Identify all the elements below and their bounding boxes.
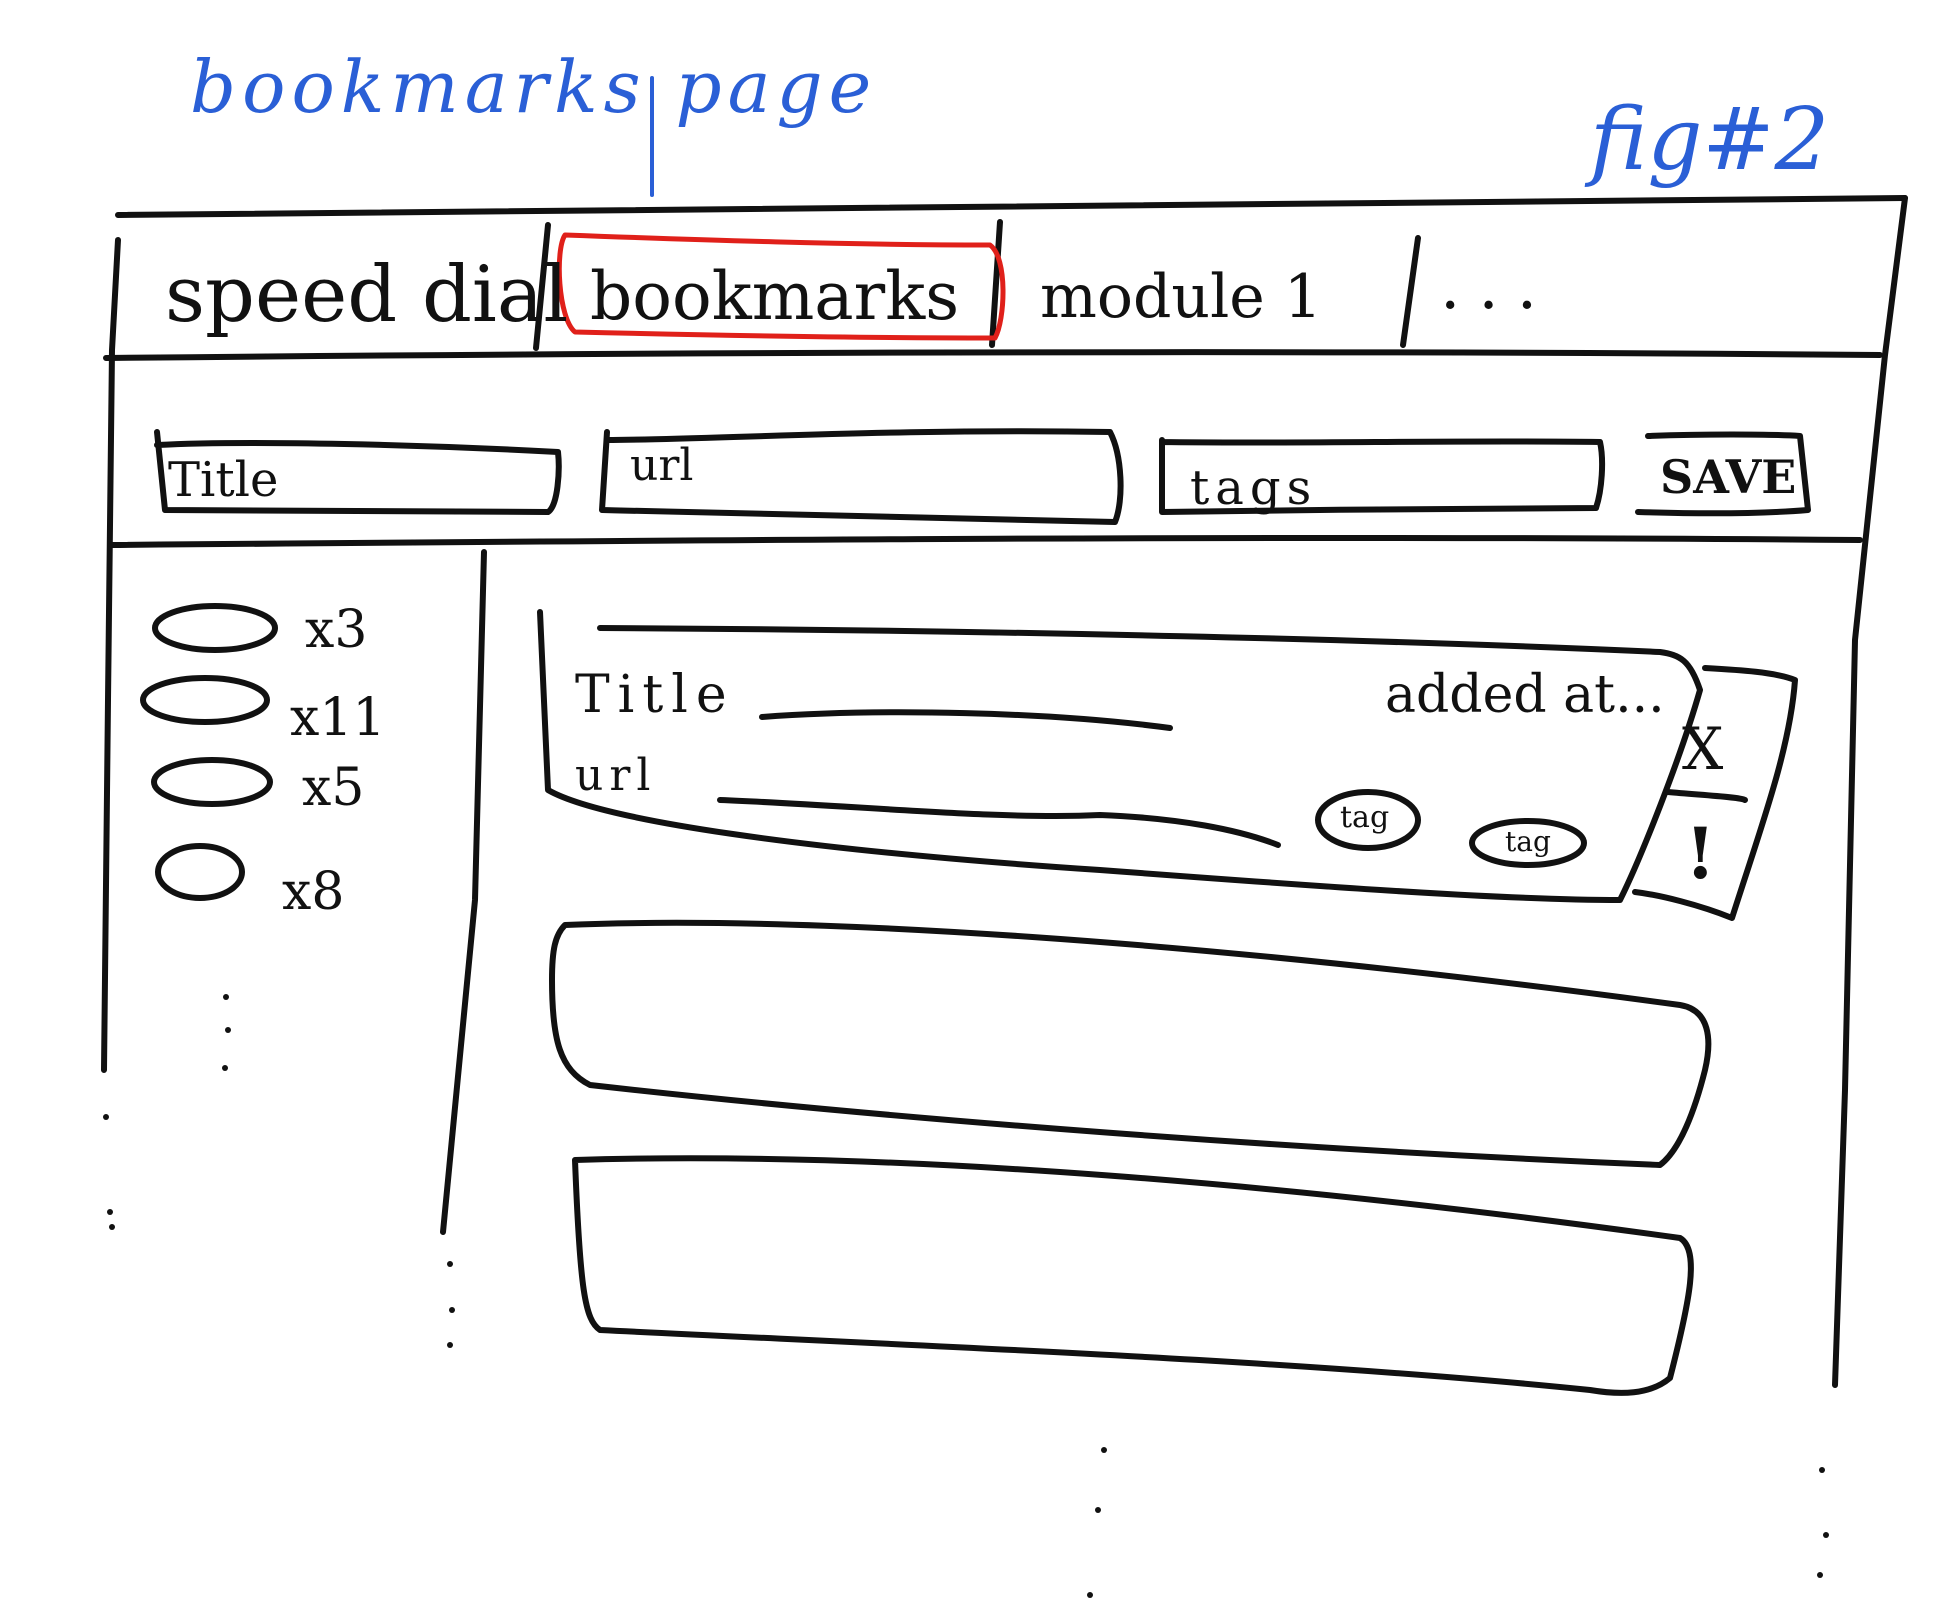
sidebar-divider: [440, 549, 487, 1235]
tag-count-4[interactable]: x8: [282, 862, 345, 922]
url-value-line: [717, 797, 1281, 848]
bookmark-card-outline: [537, 609, 1703, 903]
tab-separator-2: [989, 219, 1003, 348]
tab-speed-dial[interactable]: speed dial: [165, 250, 569, 340]
bookmark-tag-chip-2[interactable]: tag: [1505, 825, 1551, 858]
bookmark-card-2: [549, 919, 1712, 1168]
tag-oval-4: [155, 843, 245, 901]
tag-chip-outline-2: [1469, 818, 1587, 868]
form-divider: [109, 534, 1863, 548]
edit-bookmark-button[interactable]: !: [1685, 812, 1716, 895]
tab-separator-1: [533, 222, 551, 351]
bookmark-tag-chip-1[interactable]: tag: [1340, 800, 1390, 835]
tag-oval-3: [151, 757, 273, 807]
bookmark-title-label: Title: [575, 665, 735, 725]
url-input-box: [599, 428, 1124, 525]
title-input[interactable]: Title: [168, 452, 279, 508]
window-right-border: [1832, 195, 1908, 1388]
tab-strip-divider: [103, 349, 1883, 361]
tag-chip-outline-1: [1315, 789, 1421, 851]
tag-oval-2: [140, 675, 270, 725]
tag-count-2[interactable]: x11: [290, 688, 386, 748]
tab-separator-3: [1400, 235, 1421, 348]
bookmark-url-label: url: [575, 750, 657, 801]
tag-count-3[interactable]: x5: [302, 758, 365, 818]
bookmark-card-3: [572, 1155, 1694, 1396]
bookmark-added-at: added at...: [1385, 665, 1665, 725]
save-button[interactable]: SAVE: [1660, 450, 1797, 504]
delete-bookmark-button[interactable]: X: [1682, 715, 1724, 783]
active-tab-highlight: [556, 232, 1006, 341]
tab-module-1[interactable]: module 1: [1040, 262, 1323, 332]
card-action-divider: [1665, 789, 1748, 803]
title-value-line: [759, 709, 1173, 731]
tags-input-box: [1159, 437, 1606, 515]
tab-bookmarks[interactable]: bookmarks: [590, 258, 960, 335]
save-button-box: [1635, 431, 1811, 517]
card-action-panel: [1632, 665, 1798, 921]
url-input[interactable]: url: [630, 440, 694, 491]
tags-input[interactable]: tags: [1190, 460, 1318, 516]
tag-oval-1: [152, 603, 278, 653]
window-left-border: [101, 237, 121, 1073]
figure-annotation: fig#2: [1590, 90, 1830, 190]
tab-more[interactable]: ...: [1440, 250, 1556, 324]
page-annotation: bookmarks page: [190, 45, 878, 129]
window-top-border: [115, 195, 1908, 218]
tag-count-1[interactable]: x3: [305, 600, 368, 660]
title-input-box: [154, 429, 562, 515]
